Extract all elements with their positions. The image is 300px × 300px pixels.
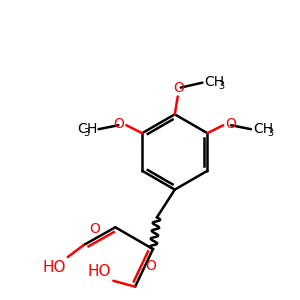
Text: 3: 3: [83, 128, 90, 138]
Text: O: O: [173, 80, 184, 94]
Text: 3: 3: [218, 81, 224, 91]
Text: O: O: [113, 117, 124, 131]
Text: O: O: [145, 260, 156, 273]
Text: O: O: [225, 117, 236, 131]
Text: 3: 3: [267, 128, 273, 138]
Text: O: O: [89, 222, 100, 236]
Text: CH: CH: [205, 75, 225, 88]
Text: C: C: [77, 122, 87, 136]
Text: HO: HO: [42, 260, 66, 275]
Text: H: H: [86, 122, 97, 136]
Text: CH: CH: [253, 122, 273, 136]
Text: HO: HO: [88, 264, 111, 279]
